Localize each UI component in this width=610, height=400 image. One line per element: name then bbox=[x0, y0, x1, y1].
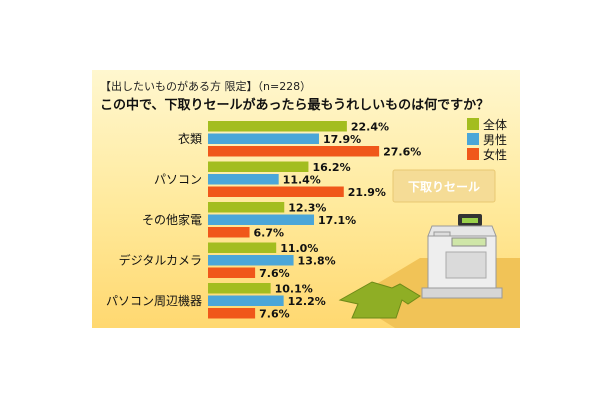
category-label: パソコン周辺機器 bbox=[106, 293, 202, 308]
bar-female bbox=[208, 146, 380, 157]
cash-register-icon bbox=[421, 214, 503, 299]
legend: 全体 男性 女性 bbox=[467, 117, 507, 162]
bar-total bbox=[208, 161, 309, 172]
data-label-male: 17.1% bbox=[318, 214, 356, 227]
data-label-female: 7.6% bbox=[259, 267, 290, 280]
legend-label-female: 女性 bbox=[483, 147, 507, 162]
bar-male bbox=[208, 255, 294, 266]
category-label: その他家電 bbox=[142, 212, 202, 227]
category-label: デジタルカメラ bbox=[119, 252, 202, 267]
legend-swatch-female bbox=[467, 148, 479, 160]
data-label-male: 11.4% bbox=[283, 174, 321, 187]
bar-total bbox=[208, 242, 277, 253]
chart-title: この中で、下取りセールがあったら最もうれしいものは何ですか？ bbox=[100, 98, 490, 113]
data-label-total: 22.4% bbox=[351, 121, 389, 134]
bar-female bbox=[208, 227, 250, 238]
legend-label-male: 男性 bbox=[483, 133, 507, 147]
bar-total bbox=[208, 121, 347, 132]
sample-size: （n=228） bbox=[257, 80, 312, 93]
bar-total bbox=[208, 283, 271, 294]
illustration: 下取りセール bbox=[338, 169, 520, 328]
bar-male bbox=[208, 214, 315, 225]
category-label: パソコン bbox=[154, 172, 202, 186]
data-label-female: 7.6% bbox=[259, 308, 290, 321]
bars-group: 衣類 22.4%17.9% 27.6% パソコン 16.2%11.4% 21.9% その他家… bbox=[106, 121, 421, 321]
sale-sign bbox=[392, 169, 496, 203]
data-label-male: 13.8% bbox=[298, 255, 336, 268]
bar-total bbox=[208, 202, 285, 213]
bar-male bbox=[208, 133, 319, 144]
bar-female bbox=[208, 308, 256, 319]
data-label-female: 27.6% bbox=[383, 146, 421, 159]
legend-swatch-male bbox=[467, 133, 479, 145]
sale-sign-text: 下取りセール bbox=[408, 180, 480, 194]
data-label-male: 12.2% bbox=[288, 295, 326, 308]
bar-male bbox=[208, 174, 279, 185]
data-label-total: 10.1% bbox=[275, 283, 313, 296]
chart-subtitle: 【出したいものがある方 限定】（n=228） bbox=[100, 78, 311, 94]
data-label-total: 11.0% bbox=[280, 242, 318, 255]
data-label-male: 17.9% bbox=[323, 133, 361, 146]
bar-male bbox=[208, 295, 284, 306]
clothing-icon bbox=[338, 281, 421, 319]
bar-female bbox=[208, 267, 256, 278]
data-label-female: 21.9% bbox=[348, 186, 386, 199]
subtitle-label: 【出したいものがある方 限定】 bbox=[100, 80, 258, 93]
data-label-total: 12.3% bbox=[288, 202, 326, 215]
legend-label-total: 全体 bbox=[483, 117, 507, 132]
data-label-female: 6.7% bbox=[254, 227, 285, 240]
category-label: 衣類 bbox=[178, 131, 202, 146]
bar-female bbox=[208, 186, 344, 197]
data-label-total: 16.2% bbox=[312, 161, 350, 174]
legend-swatch-total bbox=[467, 118, 479, 130]
